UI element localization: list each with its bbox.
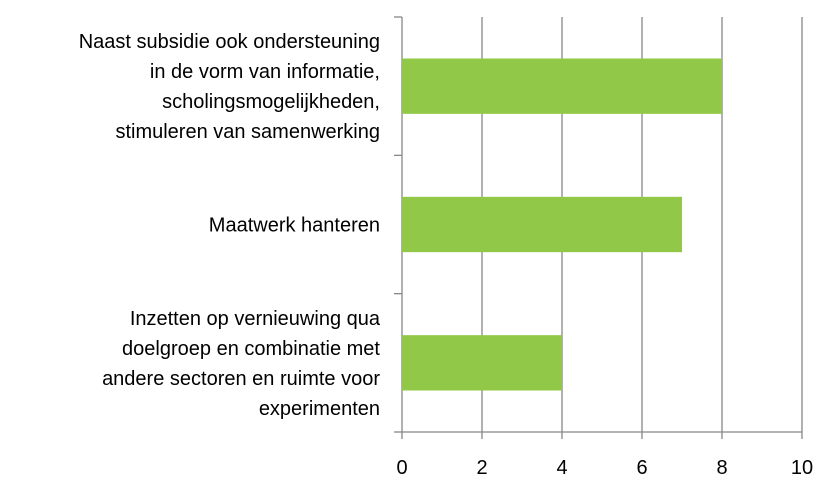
label-line: scholingsmogelijkheden, <box>162 91 380 113</box>
bar <box>402 335 562 391</box>
bar <box>402 196 682 253</box>
x-tick-label: 0 <box>396 457 407 478</box>
label-line: stimuleren van samenwerking <box>115 121 380 143</box>
x-tick-label: 2 <box>476 457 487 478</box>
y-tick-label: Inzetten op vernieuwing qua doelgroep en … <box>102 308 381 420</box>
label-line: Inzetten op vernieuwing qua <box>130 308 381 330</box>
x-tick-label: 10 <box>791 457 813 478</box>
label-line: doelgroep en combinatie met <box>122 338 380 360</box>
y-tick-label: Naast subsidie ook ondersteuning in de vo… <box>79 31 380 143</box>
label-line: Naast subsidie ook ondersteuning <box>79 31 380 53</box>
bar <box>402 58 722 114</box>
x-tick-label: 6 <box>636 457 647 478</box>
label-line: Maatwerk hanteren <box>209 215 380 237</box>
label-line: experimenten <box>259 398 380 420</box>
x-tick-label: 4 <box>556 457 567 478</box>
x-tick-label: 8 <box>716 457 727 478</box>
label-line: in de vorm van informatie, <box>150 61 380 83</box>
label-line: andere sectoren en ruimte voor <box>102 368 380 390</box>
y-tick-label: Maatwerk hanteren <box>209 215 380 237</box>
